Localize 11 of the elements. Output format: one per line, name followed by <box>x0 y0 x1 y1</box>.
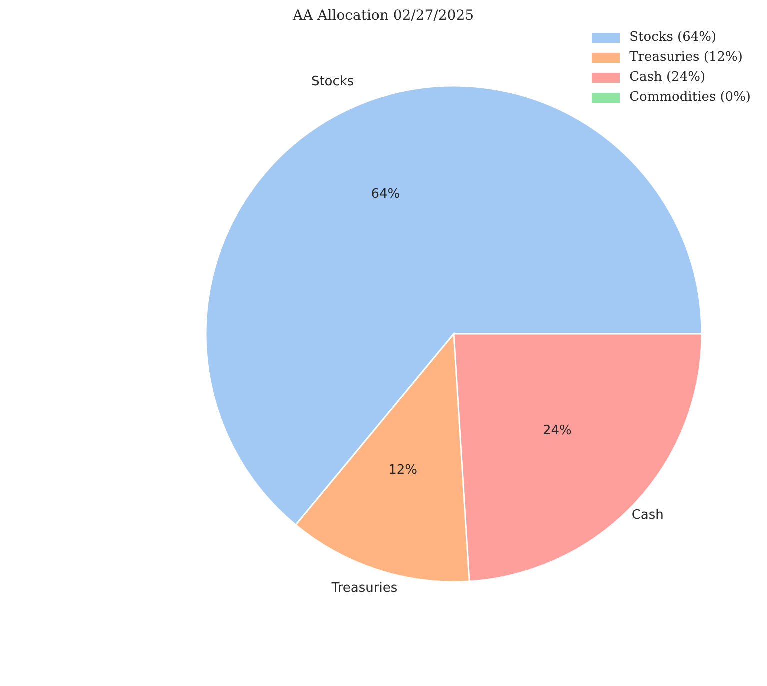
text: Treasuries <box>330 580 398 596</box>
chart-title: AA Allocation 02/27/2025 <box>292 8 476 24</box>
data-label: 64% <box>371 186 400 202</box>
text: Cash <box>632 508 664 524</box>
text: Stocks <box>311 74 354 90</box>
legend-label: Treasuries (12%) <box>630 49 743 67</box>
data-label: 12% <box>388 463 418 478</box>
legend-label: Stocks (64%) <box>630 29 717 47</box>
legend-label: Commodities (0%) <box>630 89 751 107</box>
data-label: 24% <box>543 423 572 438</box>
legend-label: Cash (24%) <box>630 69 706 87</box>
